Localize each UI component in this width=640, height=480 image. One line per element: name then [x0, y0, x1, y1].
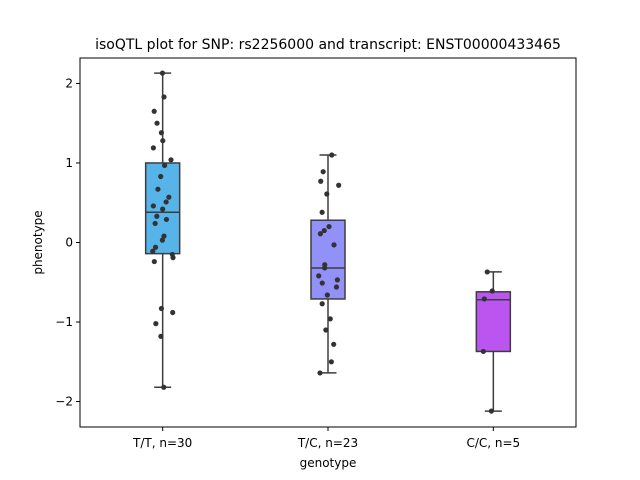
data-point — [320, 169, 326, 175]
data-point — [319, 301, 325, 307]
y-tick-label: 2 — [65, 76, 73, 90]
data-point — [333, 284, 340, 290]
data-point — [153, 321, 159, 327]
x-tick-label: T/C, n=23 — [297, 436, 358, 450]
data-point — [328, 359, 334, 365]
data-point — [159, 237, 165, 243]
data-point — [170, 309, 176, 316]
data-point — [160, 138, 166, 144]
data-point — [317, 370, 323, 376]
data-point — [152, 220, 158, 227]
plot-frame — [79, 57, 577, 428]
x-axis-label: genotype — [300, 456, 357, 470]
data-point — [319, 209, 325, 215]
data-point — [166, 194, 172, 200]
data-point — [329, 152, 335, 158]
data-point — [158, 305, 165, 312]
data-point — [334, 277, 340, 283]
data-point — [317, 231, 323, 237]
data-point — [163, 216, 170, 223]
data-point — [163, 199, 169, 205]
data-point — [150, 203, 156, 209]
data-point — [152, 244, 159, 250]
data-point — [326, 223, 332, 230]
data-point — [331, 341, 337, 347]
x-axis: T/T, n=30 T/C, n=23 C/C, n=5 — [132, 427, 520, 450]
data-point — [151, 258, 157, 265]
data-point — [318, 178, 324, 184]
data-point — [327, 316, 333, 322]
iqr-box — [310, 219, 346, 300]
data-point — [160, 206, 166, 212]
data-point — [162, 162, 168, 168]
chart-title: isoQTL plot for SNP: rs2256000 and trans… — [95, 37, 561, 53]
data-point — [336, 182, 342, 188]
data-point — [161, 94, 167, 100]
data-point — [158, 333, 164, 339]
data-point — [150, 145, 156, 151]
y-tick-label: −2 — [55, 395, 73, 409]
data-point — [158, 173, 164, 180]
data-point — [316, 273, 322, 279]
data-point — [489, 288, 495, 294]
data-point — [154, 120, 160, 126]
data-point — [159, 70, 166, 76]
data-point — [321, 227, 327, 234]
box-1 — [144, 72, 181, 388]
data-point — [331, 242, 337, 248]
data-point — [151, 108, 157, 114]
data-point — [481, 296, 487, 302]
data-point — [484, 269, 490, 275]
data-point — [150, 248, 156, 254]
data-point — [158, 130, 165, 136]
x-tick-label: C/C, n=5 — [466, 436, 520, 450]
y-axis: −2 −1 0 1 2 — [55, 76, 80, 409]
data-point — [480, 348, 486, 355]
plot-content — [144, 70, 512, 414]
data-point — [322, 265, 328, 271]
y-axis-label: phenotype — [31, 210, 45, 274]
y-tick-label: −1 — [55, 315, 73, 329]
y-tick-label: 0 — [65, 236, 73, 250]
data-point — [168, 157, 174, 163]
x-tick-label: T/T, n=30 — [132, 436, 192, 450]
y-tick-label: 1 — [65, 156, 73, 170]
iqr-box — [475, 291, 512, 353]
box-2 — [310, 154, 346, 374]
data-point — [488, 408, 495, 414]
data-point — [161, 233, 167, 239]
data-point — [154, 213, 160, 219]
data-point — [161, 384, 167, 390]
data-point — [170, 255, 176, 261]
data-point — [155, 186, 161, 192]
data-point — [324, 292, 330, 298]
data-point — [323, 327, 329, 333]
data-point — [319, 280, 325, 286]
data-point — [324, 191, 330, 197]
